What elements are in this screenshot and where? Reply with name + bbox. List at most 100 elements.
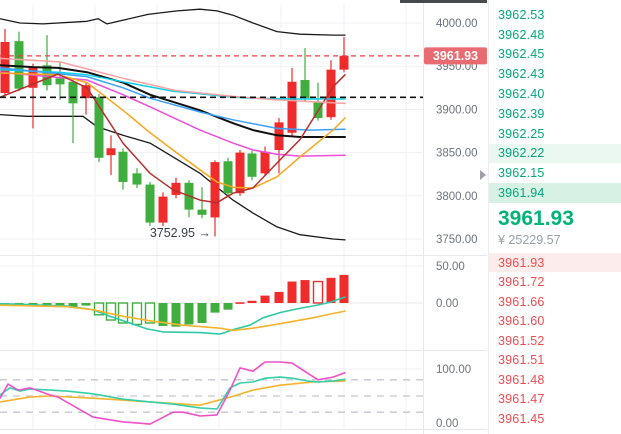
macd-dea-line	[0, 304, 346, 332]
macd-axis-label: 50.00	[436, 261, 465, 273]
bid-row[interactable]: 3961.93	[489, 252, 621, 273]
ask-row[interactable]: 3962.22	[489, 143, 621, 164]
bid-row[interactable]: 3961.45	[498, 411, 545, 426]
macd-bar	[184, 303, 194, 325]
ask-row[interactable]: 3962.40	[498, 87, 545, 102]
candle-body	[81, 85, 91, 99]
kdj-axis-label: 100.00	[436, 364, 471, 376]
macd-bar	[144, 302, 156, 324]
macd-bar	[55, 303, 65, 306]
candle-body	[42, 65, 52, 86]
candle-body	[326, 69, 336, 118]
candle-body	[132, 173, 142, 185]
ask-row[interactable]: 3962.48	[498, 27, 545, 42]
ask-row[interactable]: 3962.43	[498, 67, 545, 82]
current-price-badge	[424, 47, 487, 65]
candle-body	[300, 80, 310, 99]
candle-body	[0, 42, 10, 93]
bid-row[interactable]: 3961.72	[498, 275, 545, 290]
bid-row[interactable]: 3961.47	[498, 392, 545, 407]
candle-body	[55, 78, 65, 85]
macd-bar	[93, 302, 105, 316]
macd-bar	[68, 303, 78, 308]
macd-axis-label: 0.00	[436, 298, 458, 310]
candle-body	[171, 182, 181, 195]
kdj-d-line	[0, 380, 346, 407]
macd-bar	[210, 303, 220, 313]
macd-bar	[223, 303, 233, 310]
collapse-panel-arrow-icon[interactable]	[480, 170, 486, 180]
candle-body	[14, 41, 24, 89]
bid-row[interactable]: 3961.48	[498, 372, 545, 387]
price-axis-label: 3850.00	[436, 148, 478, 160]
ma_magenta-line	[0, 71, 346, 157]
macd-bar	[339, 274, 349, 303]
boll_upper-line	[0, 8, 346, 36]
candle-body	[287, 81, 297, 133]
candle-body	[94, 97, 104, 158]
ma_orange-line	[0, 72, 346, 189]
kdj-axis-label: 0.00	[436, 418, 458, 430]
ma_black-line	[0, 64, 346, 138]
macd-dif-line	[0, 296, 346, 335]
macd-bar	[105, 302, 117, 321]
ma_cyan-line	[0, 68, 346, 100]
macd-bar	[131, 302, 143, 326]
macd-bar	[260, 295, 270, 303]
candle-body	[260, 151, 270, 174]
last-price-cny: ¥ 25229.57	[498, 232, 561, 247]
ask-row[interactable]: 3962.45	[498, 47, 545, 62]
macd-bar	[287, 281, 297, 303]
ask-list: 3962.53 3962.48 3962.45 3962.43 3962.40 3962.…	[489, 0, 621, 203]
ask-row[interactable]: 3962.39	[498, 106, 545, 121]
price-axis-label: 3900.00	[436, 104, 478, 116]
bid-row[interactable]: 3961.60	[498, 314, 545, 329]
last-price-block: 3961.93 ¥ 25229.57	[489, 203, 621, 253]
candle-body	[106, 148, 116, 156]
ask-row[interactable]: 3962.15	[498, 166, 545, 181]
ask-row[interactable]: 3962.25	[498, 126, 545, 141]
candle-body	[68, 81, 78, 104]
last-price: 3961.93	[498, 206, 574, 230]
ask-row[interactable]: 3962.53	[498, 7, 545, 22]
chart-scrollbar[interactable]	[400, 0, 487, 3]
order-book: 3962.53 3962.48 3962.45 3962.43 3962.40 3962.…	[488, 0, 621, 434]
bid-row[interactable]: 3961.66	[498, 294, 545, 309]
macd-bar	[312, 280, 324, 304]
macd-bar	[117, 302, 129, 324]
macd-bar	[247, 300, 257, 303]
macd-bar	[81, 303, 91, 306]
macd-bar	[326, 277, 336, 303]
current-price-badge-label: 3961.93	[433, 49, 478, 63]
price-axis-label: 3750.00	[436, 234, 478, 246]
candle-body	[210, 162, 220, 218]
macd-bar	[42, 303, 52, 306]
boll_lower-line	[0, 113, 346, 241]
kline-chart[interactable]: 3752.95 →4000.003950.003900.003850.00380…	[0, 0, 488, 434]
candle-body	[223, 161, 233, 194]
kdj-k-line	[0, 376, 346, 410]
macd-bar	[171, 303, 181, 327]
ma_pink-line	[0, 57, 346, 105]
candle-body	[118, 151, 128, 182]
ask-row[interactable]: 3961.94	[489, 183, 621, 203]
price-axis-label: 4000.00	[436, 18, 478, 30]
low-annotation: 3752.95 →	[150, 226, 211, 240]
bid-row[interactable]: 3961.51	[498, 353, 545, 368]
bid-row[interactable]: 3961.52	[498, 333, 545, 348]
candle-body	[197, 209, 207, 215]
macd-bar	[274, 291, 284, 303]
macd-bar	[235, 302, 245, 304]
candle-body	[247, 153, 257, 177]
price-axis-label: 3800.00	[436, 191, 478, 203]
bid-list: 3961.93 3961.72 3961.66 3961.60 3961.52 3961.…	[489, 252, 621, 429]
candle-body	[28, 67, 38, 88]
kdj-j-line	[0, 361, 346, 425]
candle-body	[339, 55, 349, 70]
candle-body	[145, 184, 155, 223]
macd-bar	[197, 303, 207, 323]
macd-bar	[158, 303, 168, 326]
macd-bar	[300, 280, 310, 303]
candle-body	[158, 196, 168, 223]
